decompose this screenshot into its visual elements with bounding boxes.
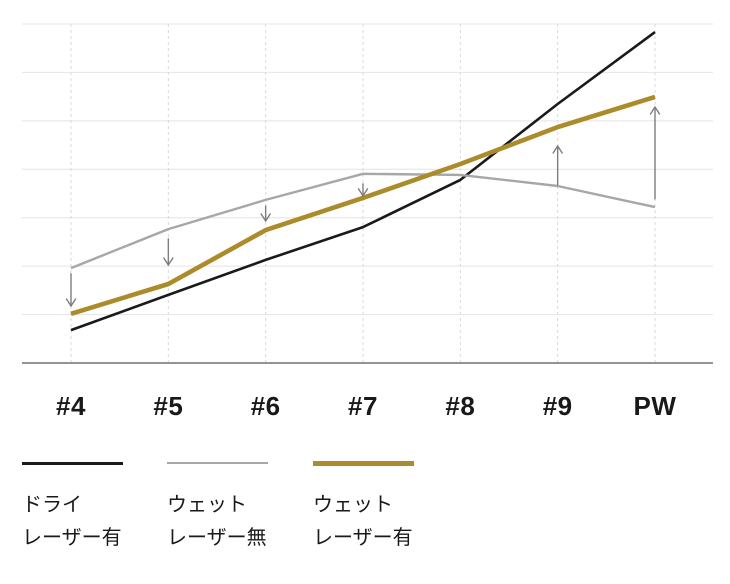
- legend-swatch: [313, 460, 414, 466]
- x-axis-label: #7: [348, 391, 378, 421]
- chart-legend: ドライ レーザー有 ウェット レーザー無 ウェット レーザー有: [0, 455, 730, 575]
- arrow-down: [357, 183, 369, 197]
- legend-swatch-wrap: [313, 457, 443, 469]
- x-axis-label: #6: [250, 391, 281, 421]
- legend-label-line2: レーザー有: [313, 527, 413, 549]
- arrow-up: [552, 145, 563, 186]
- x-axis-label: #4: [56, 391, 86, 421]
- legend-label-line1: ウェット: [313, 494, 393, 516]
- legend-label-line1: ウェット: [167, 494, 247, 516]
- x-axis-label: #8: [445, 391, 476, 421]
- arrow-down: [163, 238, 174, 266]
- legend-swatch: [22, 461, 123, 465]
- series-line-2: [70, 94, 656, 316]
- x-axis: #4 #5 #6 #7 #8 #9 PW: [0, 391, 730, 425]
- legend-label-line2: レーザー有: [22, 527, 122, 549]
- legend-swatch: [167, 461, 268, 465]
- legend-item: ドライ レーザー有: [22, 455, 152, 548]
- legend-item: ウェット レーザー有: [313, 455, 443, 548]
- line-chart: [22, 23, 713, 364]
- series-line-0: [70, 31, 656, 332]
- legend-swatch-wrap: [22, 457, 152, 469]
- arrow-up: [649, 106, 661, 200]
- x-axis-label: PW: [633, 391, 677, 421]
- x-axis-label: #9: [542, 391, 573, 421]
- arrow-down: [260, 205, 271, 222]
- legend-label-line1: ドライ: [22, 494, 82, 516]
- legend-swatch-wrap: [167, 457, 297, 469]
- x-axis-label: #5: [153, 391, 184, 421]
- arrow-down: [65, 273, 77, 307]
- legend-label-line2: レーザー無: [167, 527, 267, 549]
- legend-item: ウェット レーザー無: [167, 455, 297, 548]
- series-line-1: [70, 172, 656, 270]
